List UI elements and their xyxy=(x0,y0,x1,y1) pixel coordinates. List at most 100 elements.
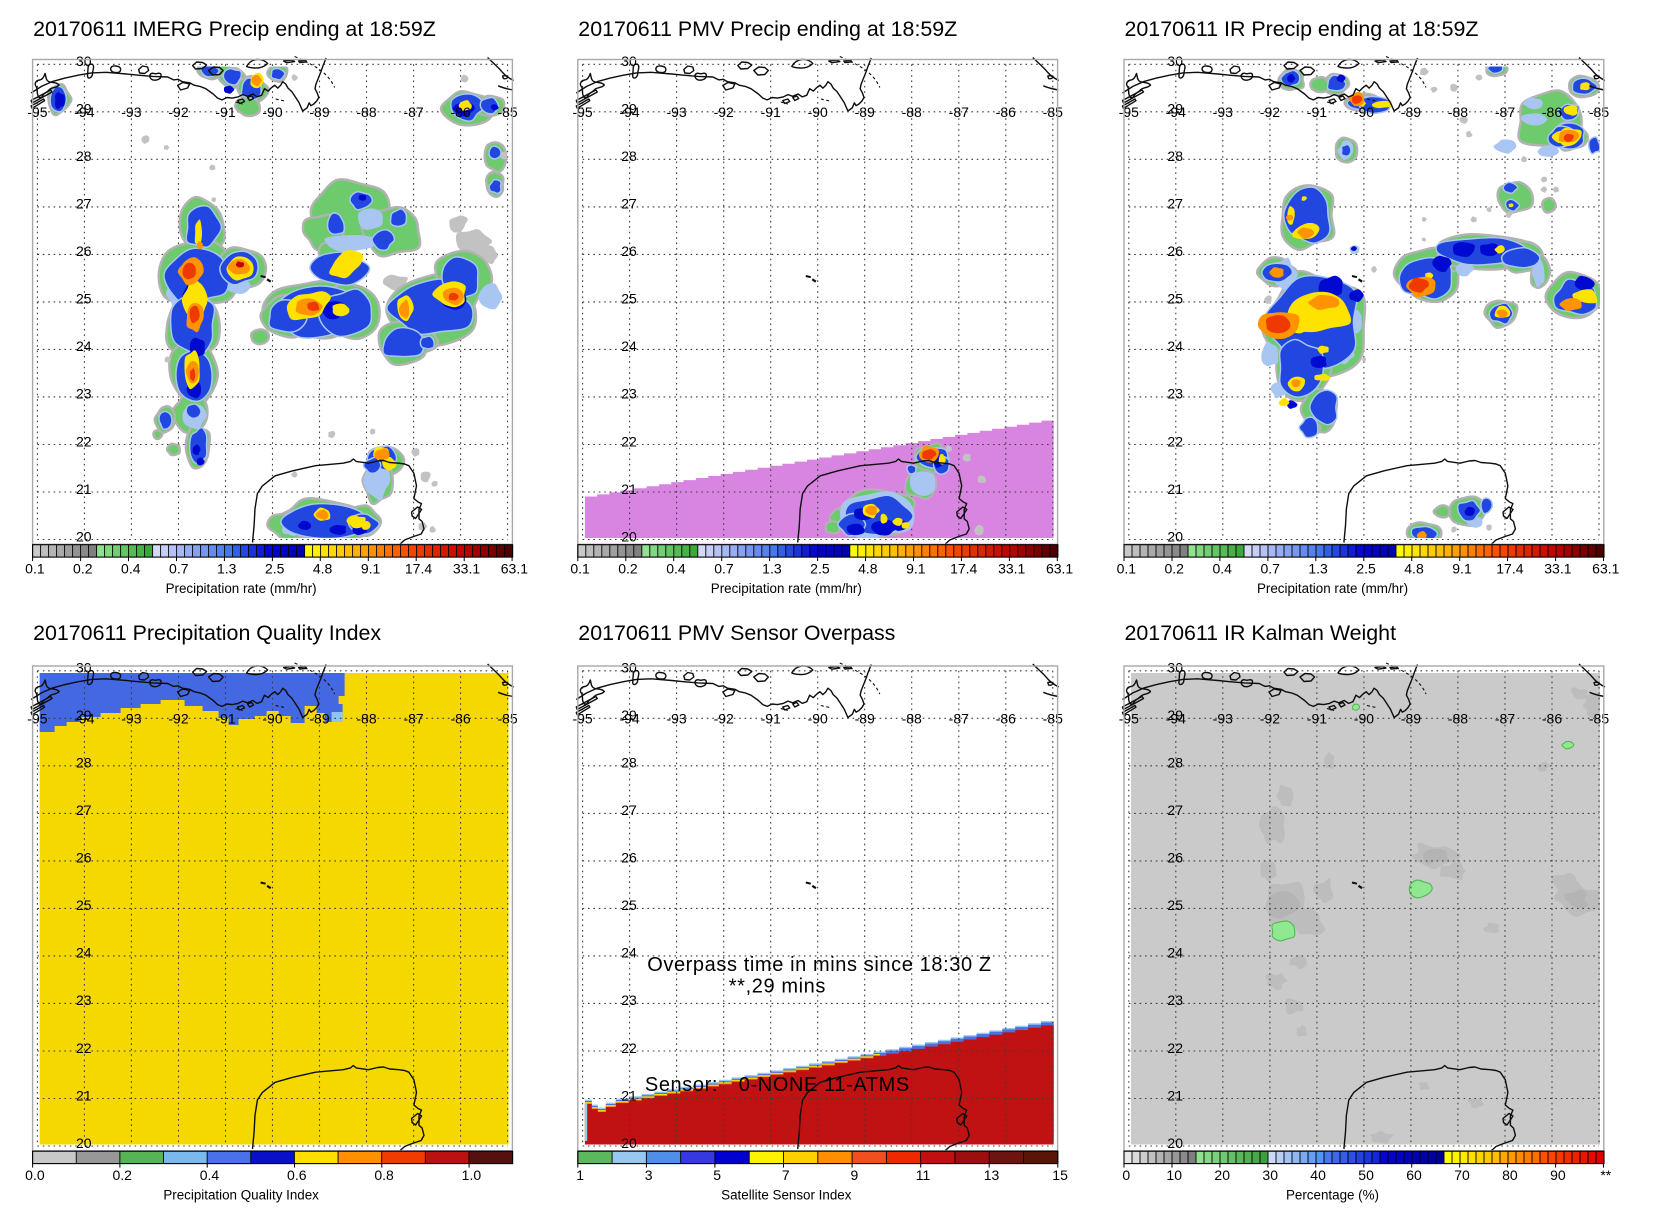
svg-text:4.8: 4.8 xyxy=(858,561,878,577)
svg-text:0.7: 0.7 xyxy=(1260,561,1280,577)
svg-text:3: 3 xyxy=(645,1167,653,1183)
svg-text:-94: -94 xyxy=(619,710,639,726)
svg-text:22: 22 xyxy=(1167,433,1183,449)
svg-text:0.2: 0.2 xyxy=(73,561,93,577)
svg-text:-85: -85 xyxy=(1589,104,1609,120)
svg-text:-89: -89 xyxy=(1401,710,1421,726)
svg-text:-87: -87 xyxy=(1495,104,1515,120)
svg-text:33.1: 33.1 xyxy=(453,561,480,577)
svg-text:-94: -94 xyxy=(1166,710,1186,726)
svg-text:-90: -90 xyxy=(808,104,828,120)
svg-text:-93: -93 xyxy=(666,104,686,120)
svg-text:27: 27 xyxy=(1167,802,1183,818)
svg-text:22: 22 xyxy=(76,433,92,449)
svg-text:90: 90 xyxy=(1550,1167,1566,1183)
svg-text:-89: -89 xyxy=(309,710,329,726)
svg-text:-87: -87 xyxy=(403,104,423,120)
svg-text:29: 29 xyxy=(76,101,92,117)
svg-text:20170611 PMV Sensor Overpass: 20170611 PMV Sensor Overpass xyxy=(578,621,895,645)
svg-text:-86: -86 xyxy=(996,104,1016,120)
svg-text:-85: -85 xyxy=(1043,104,1063,120)
svg-text:2.5: 2.5 xyxy=(810,561,830,577)
svg-text:0.4: 0.4 xyxy=(121,561,141,577)
svg-text:24: 24 xyxy=(621,945,637,961)
svg-text:30: 30 xyxy=(76,660,92,676)
svg-text:-88: -88 xyxy=(902,104,922,120)
svg-text:-90: -90 xyxy=(808,710,828,726)
svg-text:-93: -93 xyxy=(121,104,141,120)
svg-text:30: 30 xyxy=(621,660,637,676)
svg-text:24: 24 xyxy=(76,338,92,354)
svg-text:50: 50 xyxy=(1358,1167,1374,1183)
svg-text:-95: -95 xyxy=(27,710,47,726)
svg-text:27: 27 xyxy=(621,196,637,212)
svg-text:-95: -95 xyxy=(1119,710,1139,726)
svg-text:20170611 IR Kalman Weight: 20170611 IR Kalman Weight xyxy=(1125,621,1397,645)
svg-text:13: 13 xyxy=(984,1167,1000,1183)
svg-text:Percentage (%): Percentage (%) xyxy=(1286,1188,1379,1203)
svg-text:24: 24 xyxy=(1167,945,1183,961)
svg-text:1.3: 1.3 xyxy=(1308,561,1328,577)
svg-text:20170611 PMV Precip ending at: 20170611 PMV Precip ending at 18:59Z xyxy=(578,17,957,41)
svg-text:2.5: 2.5 xyxy=(265,561,285,577)
svg-text:21: 21 xyxy=(1167,1087,1183,1103)
svg-text:11: 11 xyxy=(916,1167,931,1183)
svg-text:Overpass time in mins since 18: Overpass time in mins since 18:30 Z xyxy=(647,954,991,976)
svg-text:Precipitation rate (mm/hr): Precipitation rate (mm/hr) xyxy=(1257,581,1408,596)
svg-text:28: 28 xyxy=(1167,755,1183,771)
svg-text:29: 29 xyxy=(1167,707,1183,723)
svg-text:0-NONE 11-ATMS: 0-NONE 11-ATMS xyxy=(739,1074,910,1096)
svg-text:25: 25 xyxy=(1167,897,1183,913)
svg-text:-88: -88 xyxy=(356,710,376,726)
svg-text:23: 23 xyxy=(1167,386,1183,402)
svg-text:17.4: 17.4 xyxy=(950,561,977,577)
svg-text:-95: -95 xyxy=(572,710,592,726)
svg-text:4.8: 4.8 xyxy=(1404,561,1424,577)
svg-text:28: 28 xyxy=(76,148,92,164)
svg-text:33.1: 33.1 xyxy=(998,561,1025,577)
svg-text:Precipitation rate (mm/hr): Precipitation rate (mm/hr) xyxy=(711,581,862,596)
svg-text:21: 21 xyxy=(621,481,637,497)
svg-text:0.1: 0.1 xyxy=(570,561,590,577)
svg-text:20: 20 xyxy=(76,1135,92,1151)
svg-text:0.0: 0.0 xyxy=(25,1167,45,1183)
svg-text:0: 0 xyxy=(1122,1167,1130,1183)
svg-text:40: 40 xyxy=(1310,1167,1326,1183)
svg-text:-87: -87 xyxy=(403,710,423,726)
svg-text:-91: -91 xyxy=(215,104,235,120)
svg-text:-92: -92 xyxy=(714,104,734,120)
svg-text:-90: -90 xyxy=(1354,710,1374,726)
svg-text:-91: -91 xyxy=(1307,104,1327,120)
svg-text:9: 9 xyxy=(851,1167,859,1183)
svg-text:60: 60 xyxy=(1406,1167,1422,1183)
svg-text:25: 25 xyxy=(621,291,637,307)
svg-text:20: 20 xyxy=(621,1135,637,1151)
svg-text:Sensor:: Sensor: xyxy=(645,1074,718,1096)
svg-text:0.8: 0.8 xyxy=(374,1167,394,1183)
svg-text:25: 25 xyxy=(76,897,92,913)
svg-text:29: 29 xyxy=(1167,101,1183,117)
svg-text:20: 20 xyxy=(621,528,637,544)
svg-text:0.4: 0.4 xyxy=(666,561,686,577)
svg-text:1: 1 xyxy=(576,1167,584,1183)
svg-text:-92: -92 xyxy=(168,710,188,726)
svg-text:-93: -93 xyxy=(666,710,686,726)
svg-text:24: 24 xyxy=(1167,338,1183,354)
svg-text:-86: -86 xyxy=(1542,104,1562,120)
svg-text:4.8: 4.8 xyxy=(313,561,333,577)
svg-text:-94: -94 xyxy=(74,710,94,726)
svg-text:21: 21 xyxy=(1167,481,1183,497)
svg-text:-88: -88 xyxy=(1448,104,1468,120)
svg-text:1.3: 1.3 xyxy=(762,561,782,577)
svg-text:25: 25 xyxy=(1167,291,1183,307)
svg-text:7: 7 xyxy=(782,1167,790,1183)
svg-text:23: 23 xyxy=(621,386,637,402)
svg-text:17.4: 17.4 xyxy=(1496,561,1523,577)
svg-text:21: 21 xyxy=(76,1087,92,1103)
svg-text:27: 27 xyxy=(621,802,637,818)
svg-text:-87: -87 xyxy=(949,104,969,120)
svg-text:70: 70 xyxy=(1454,1167,1470,1183)
svg-text:20: 20 xyxy=(1214,1167,1230,1183)
svg-text:10: 10 xyxy=(1166,1167,1182,1183)
svg-text:-94: -94 xyxy=(619,104,639,120)
